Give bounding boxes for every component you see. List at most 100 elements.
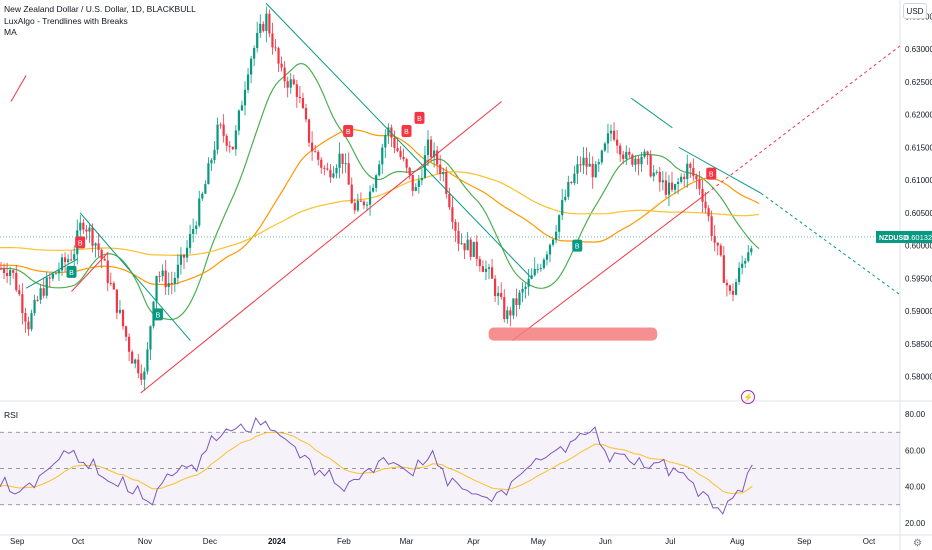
candle-body <box>21 294 24 314</box>
candle-body <box>643 151 646 157</box>
price-tick-label: 0.63000 <box>905 45 932 54</box>
rsi-tick-label: 20.00 <box>905 519 926 528</box>
candle-body <box>658 171 661 183</box>
candle-body <box>661 180 664 183</box>
candle-body <box>375 175 378 188</box>
gear-icon[interactable]: ⚙ <box>913 538 922 549</box>
trendline <box>630 97 673 129</box>
signal-badge-label: B <box>709 172 714 179</box>
candle-body <box>573 173 576 183</box>
candle-body <box>646 151 649 156</box>
candle-body <box>616 139 619 146</box>
indicator-trendlines-label[interactable]: LuxAlgo - Trendlines with Breaks <box>4 16 128 26</box>
price-tick-label: 0.60500 <box>905 209 932 218</box>
candle-body <box>27 321 30 330</box>
candle-body <box>530 275 533 279</box>
candle-body <box>414 186 417 191</box>
candle-body <box>198 198 201 226</box>
candle-body <box>265 13 268 31</box>
candle-body <box>350 184 353 204</box>
trendline <box>265 2 533 279</box>
candle-body <box>612 130 616 140</box>
candle-body <box>51 273 54 279</box>
candle-body <box>490 267 494 279</box>
candle-body <box>192 229 195 234</box>
candle-body <box>734 282 738 295</box>
candle-body <box>667 182 671 195</box>
candle-body <box>591 163 594 178</box>
candle-body <box>722 255 725 283</box>
rsi-line <box>0 416 753 515</box>
candle-body <box>326 168 329 170</box>
time-tick-label: 2024 <box>268 537 286 546</box>
candle-body <box>539 267 542 269</box>
candle-body <box>167 283 170 288</box>
candle-body <box>716 242 719 246</box>
candle-body <box>274 47 277 49</box>
candle-body <box>381 147 384 165</box>
candle-body <box>518 292 521 306</box>
candle-body <box>100 249 103 259</box>
trendline-extension <box>760 192 901 296</box>
candle-body <box>73 254 76 260</box>
candle-body <box>701 188 704 202</box>
candle-body <box>341 153 344 165</box>
candle-body <box>426 139 430 156</box>
candle-body <box>24 313 27 322</box>
candle-body <box>463 243 466 251</box>
signal-badge-label: B <box>575 244 580 251</box>
trendline-extension <box>706 45 901 194</box>
candle-body <box>619 145 622 155</box>
candle-body <box>94 243 97 246</box>
trendline <box>678 146 762 194</box>
candle-body <box>320 159 323 168</box>
candle-body <box>579 164 582 166</box>
candle-body <box>329 169 332 178</box>
event-bolt-icon[interactable]: ⚡ <box>741 390 755 404</box>
candle-body <box>353 203 356 211</box>
candle-body <box>384 135 387 148</box>
candle-body <box>36 299 39 301</box>
candle-body <box>124 326 128 337</box>
trendline <box>25 258 79 289</box>
candle-body <box>243 89 247 106</box>
candle-body <box>628 151 631 155</box>
candle-body <box>609 130 613 134</box>
candle-body <box>445 171 448 194</box>
candle-body <box>536 268 539 270</box>
trendline <box>512 192 708 341</box>
candle-body <box>585 157 588 167</box>
indicator-ma-label[interactable]: MA <box>4 27 17 37</box>
candle-body <box>649 155 652 177</box>
rsi-label[interactable]: RSI <box>4 410 19 420</box>
ma-orange-line <box>0 128 760 286</box>
signal-badge <box>414 111 425 124</box>
candle-body <box>744 260 747 264</box>
candle-body <box>317 151 320 160</box>
candle-body <box>332 173 335 178</box>
candle-body <box>225 135 228 146</box>
candle-body <box>555 231 558 240</box>
candle-body <box>12 270 15 273</box>
candle-body <box>475 241 478 259</box>
candle-body <box>30 313 33 330</box>
candle-body <box>680 176 683 182</box>
candle-body <box>45 277 48 296</box>
candle-body <box>597 162 600 165</box>
time-tick-label: Nov <box>138 537 152 546</box>
candle-body <box>128 336 131 352</box>
currency-button[interactable]: USD <box>903 3 927 19</box>
price-tick-label: 0.59500 <box>905 274 932 283</box>
price-tag-box <box>876 230 932 243</box>
candle-body <box>67 259 70 263</box>
candle-body <box>79 222 82 231</box>
candle-body <box>365 204 369 206</box>
time-tick-label: Oct <box>863 537 876 546</box>
candle-body <box>481 266 484 272</box>
candle-body <box>640 156 643 165</box>
candle-body <box>85 229 88 232</box>
candle-body <box>545 254 549 260</box>
candle-body <box>109 282 112 284</box>
candle-body <box>207 163 210 185</box>
